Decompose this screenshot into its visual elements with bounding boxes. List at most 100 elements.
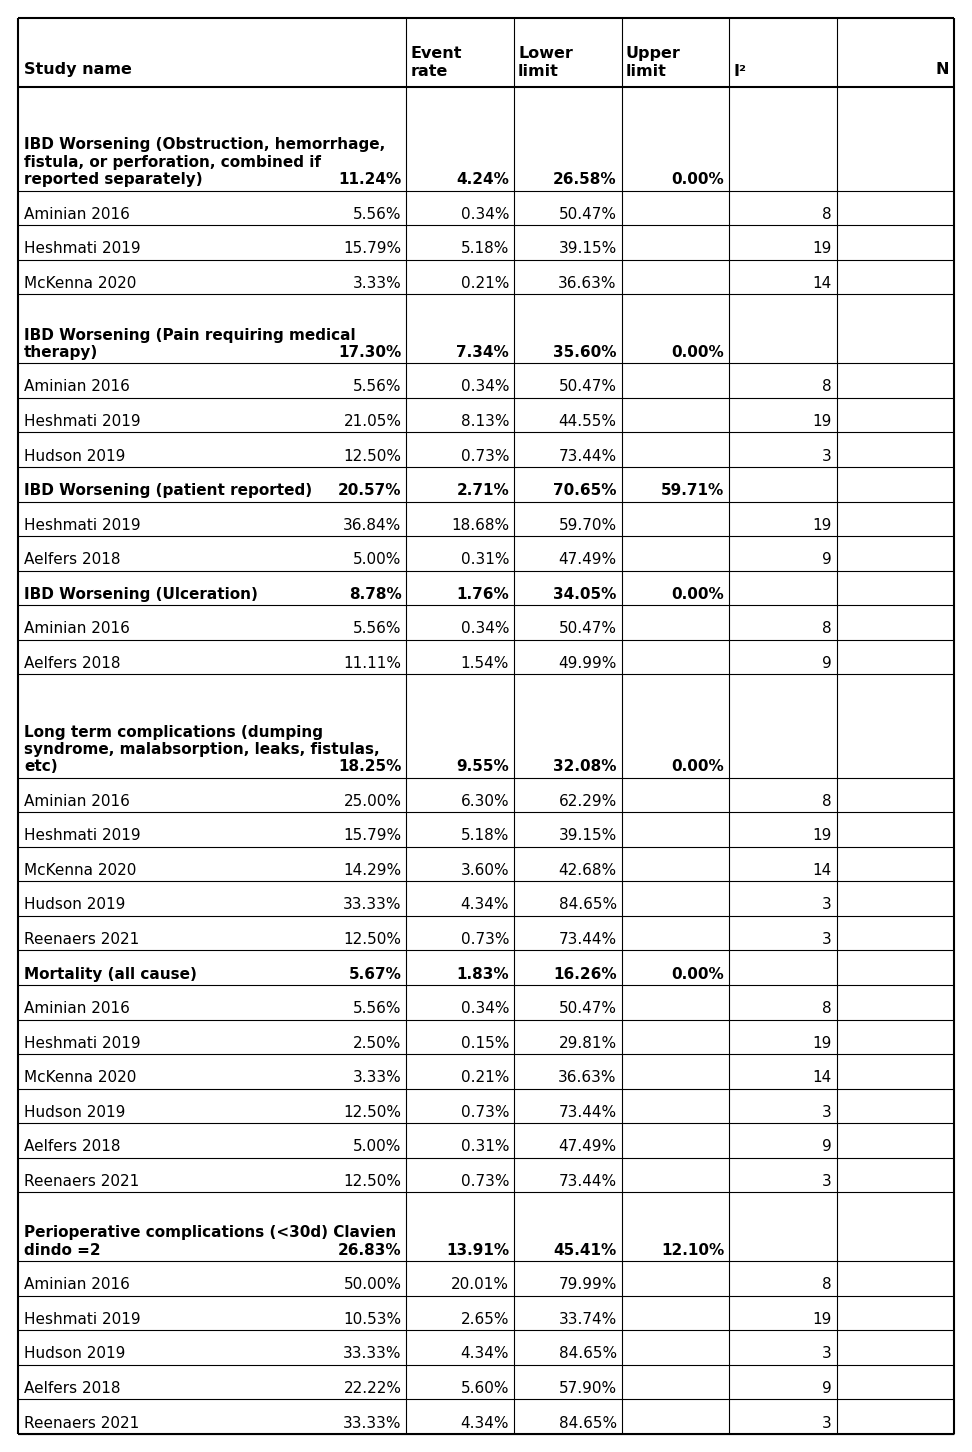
Text: 25.00%: 25.00% [343, 794, 401, 809]
Text: 9: 9 [822, 552, 832, 568]
Text: 1.76%: 1.76% [456, 587, 509, 601]
Text: 14: 14 [813, 276, 832, 290]
Text: 5.67%: 5.67% [349, 967, 401, 982]
Text: 50.47%: 50.47% [559, 1000, 616, 1016]
Text: 50.47%: 50.47% [559, 206, 616, 222]
Text: 9: 9 [822, 656, 832, 671]
Text: Hudson 2019: Hudson 2019 [24, 449, 125, 463]
Text: 5.56%: 5.56% [353, 379, 401, 395]
Text: 33.33%: 33.33% [343, 1346, 401, 1362]
Text: 3.33%: 3.33% [353, 276, 401, 290]
Text: 12.50%: 12.50% [343, 449, 401, 463]
Text: 6.30%: 6.30% [461, 794, 509, 809]
Text: Aelfers 2018: Aelfers 2018 [24, 656, 121, 671]
Text: 73.44%: 73.44% [559, 1105, 616, 1119]
Text: 12.50%: 12.50% [343, 932, 401, 947]
Text: Perioperative complications (<30d) Clavien
dindo =2: Perioperative complications (<30d) Clavi… [24, 1225, 397, 1257]
Text: 0.73%: 0.73% [461, 449, 509, 463]
Text: I²: I² [733, 64, 746, 78]
Text: 50.47%: 50.47% [559, 379, 616, 395]
Text: 3: 3 [822, 897, 832, 912]
Text: 12.50%: 12.50% [343, 1105, 401, 1119]
Text: 8: 8 [822, 794, 832, 809]
Text: 1.83%: 1.83% [457, 967, 509, 982]
Text: Aelfers 2018: Aelfers 2018 [24, 1381, 121, 1395]
Text: Aelfers 2018: Aelfers 2018 [24, 1140, 121, 1154]
Text: 50.47%: 50.47% [559, 621, 616, 636]
Text: 5.56%: 5.56% [353, 206, 401, 222]
Text: 3: 3 [822, 1416, 832, 1430]
Text: 26.58%: 26.58% [553, 173, 616, 187]
Text: 0.00%: 0.00% [672, 346, 724, 360]
Text: 2.65%: 2.65% [461, 1313, 509, 1327]
Text: 5.56%: 5.56% [353, 1000, 401, 1016]
Text: McKenna 2020: McKenna 2020 [24, 862, 136, 878]
Text: 5.18%: 5.18% [461, 829, 509, 844]
Text: 18.25%: 18.25% [338, 759, 401, 774]
Text: 47.49%: 47.49% [559, 552, 616, 568]
Text: 0.73%: 0.73% [461, 1173, 509, 1189]
Text: 8: 8 [822, 206, 832, 222]
Text: Reenaers 2021: Reenaers 2021 [24, 1173, 139, 1189]
Text: 26.83%: 26.83% [338, 1243, 401, 1257]
Text: IBD Worsening (Pain requiring medical
therapy): IBD Worsening (Pain requiring medical th… [24, 328, 356, 360]
Text: 8: 8 [822, 621, 832, 636]
Text: 32.08%: 32.08% [553, 759, 616, 774]
Text: Long term complications (dumping
syndrome, malabsorption, leaks, fistulas,
etc): Long term complications (dumping syndrom… [24, 725, 380, 774]
Text: IBD Worsening (patient reported): IBD Worsening (patient reported) [24, 484, 312, 498]
Text: 3: 3 [822, 449, 832, 463]
Text: 0.73%: 0.73% [461, 1105, 509, 1119]
Text: 50.00%: 50.00% [343, 1278, 401, 1292]
Text: 73.44%: 73.44% [559, 1173, 616, 1189]
Text: 0.00%: 0.00% [672, 967, 724, 982]
Text: 0.34%: 0.34% [461, 206, 509, 222]
Text: 14: 14 [813, 1070, 832, 1085]
Text: Mortality (all cause): Mortality (all cause) [24, 967, 197, 982]
Text: 4.34%: 4.34% [461, 1346, 509, 1362]
Text: 49.99%: 49.99% [558, 656, 616, 671]
Text: 9: 9 [822, 1381, 832, 1395]
Text: 19: 19 [813, 1313, 832, 1327]
Text: 35.60%: 35.60% [553, 346, 616, 360]
Text: 9: 9 [822, 1140, 832, 1154]
Text: 10.53%: 10.53% [343, 1313, 401, 1327]
Text: 0.34%: 0.34% [461, 1000, 509, 1016]
Text: Event
rate: Event rate [410, 46, 462, 78]
Text: Lower
limit: Lower limit [518, 46, 573, 78]
Text: Reenaers 2021: Reenaers 2021 [24, 932, 139, 947]
Text: 5.00%: 5.00% [353, 1140, 401, 1154]
Text: Aminian 2016: Aminian 2016 [24, 621, 130, 636]
Text: Aminian 2016: Aminian 2016 [24, 206, 130, 222]
Text: 14: 14 [813, 862, 832, 878]
Text: 57.90%: 57.90% [559, 1381, 616, 1395]
Text: Reenaers 2021: Reenaers 2021 [24, 1416, 139, 1430]
Text: 17.30%: 17.30% [338, 346, 401, 360]
Text: 8.78%: 8.78% [349, 587, 401, 601]
Text: 9.55%: 9.55% [456, 759, 509, 774]
Text: 12.10%: 12.10% [661, 1243, 724, 1257]
Text: Hudson 2019: Hudson 2019 [24, 1346, 125, 1362]
Text: Heshmati 2019: Heshmati 2019 [24, 414, 141, 428]
Text: 15.79%: 15.79% [343, 241, 401, 257]
Text: 2.71%: 2.71% [456, 484, 509, 498]
Text: Upper
limit: Upper limit [626, 46, 680, 78]
Text: 4.34%: 4.34% [461, 897, 509, 912]
Text: 84.65%: 84.65% [559, 1416, 616, 1430]
Text: 0.00%: 0.00% [672, 173, 724, 187]
Text: 3.60%: 3.60% [461, 862, 509, 878]
Text: 5.60%: 5.60% [461, 1381, 509, 1395]
Text: 47.49%: 47.49% [559, 1140, 616, 1154]
Text: 39.15%: 39.15% [559, 241, 616, 257]
Text: Aminian 2016: Aminian 2016 [24, 1000, 130, 1016]
Text: 5.00%: 5.00% [353, 552, 401, 568]
Text: 11.24%: 11.24% [338, 173, 401, 187]
Text: 59.70%: 59.70% [559, 517, 616, 533]
Text: 12.50%: 12.50% [343, 1173, 401, 1189]
Text: 33.74%: 33.74% [559, 1313, 616, 1327]
Text: 84.65%: 84.65% [559, 1346, 616, 1362]
Text: 36.63%: 36.63% [558, 1070, 616, 1085]
Text: 4.34%: 4.34% [461, 1416, 509, 1430]
Text: 73.44%: 73.44% [559, 932, 616, 947]
Text: 3.33%: 3.33% [353, 1070, 401, 1085]
Text: 11.11%: 11.11% [343, 656, 401, 671]
